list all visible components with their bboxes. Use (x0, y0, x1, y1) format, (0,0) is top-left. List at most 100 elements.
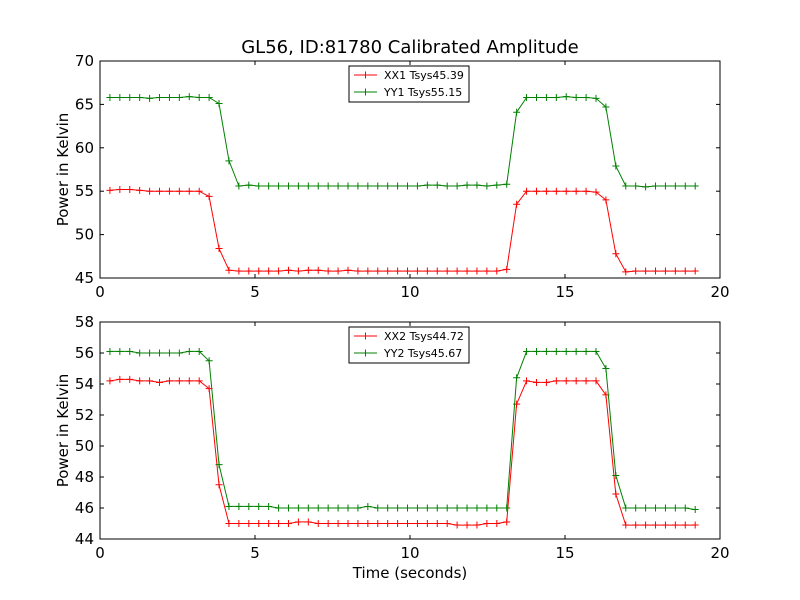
data-point (473, 504, 481, 512)
data-point (691, 267, 699, 275)
data-point (671, 267, 679, 275)
series-line (109, 350, 696, 511)
data-point (235, 502, 243, 510)
data-point (364, 502, 372, 510)
legend: XX2 Tsys44.72 YY2 Tsys45.67 (348, 326, 470, 364)
y-tick-label: 58 (75, 313, 94, 331)
data-point (284, 504, 292, 512)
x-tick-label: 10 (400, 544, 419, 562)
data-point (661, 521, 669, 529)
data-point (592, 94, 600, 102)
data-point (146, 187, 154, 195)
x-axis-label: Time (seconds) (352, 564, 468, 582)
data-point (463, 521, 471, 529)
data-point (265, 502, 273, 510)
data-point (294, 518, 302, 526)
data-point (165, 349, 173, 357)
data-point (612, 471, 620, 479)
data-point (503, 180, 511, 188)
data-point (443, 267, 451, 275)
data-point (532, 347, 540, 355)
data-point (284, 182, 292, 190)
data-point (473, 267, 481, 275)
y-tick-label: 65 (75, 95, 94, 113)
data-point (195, 347, 203, 355)
data-point (156, 93, 164, 101)
data-point (523, 377, 531, 385)
data-point (245, 267, 253, 275)
data-point (404, 520, 412, 527)
data-point (156, 378, 164, 386)
data-point (582, 347, 590, 355)
data-point (394, 182, 402, 190)
data-point (116, 347, 124, 355)
data-point (612, 250, 620, 258)
data-point (235, 267, 243, 275)
data-point (661, 182, 669, 190)
axes-frame (99, 60, 721, 279)
data-point (304, 266, 312, 274)
data-point (463, 181, 471, 189)
data-point (304, 518, 312, 526)
data-point (532, 93, 540, 101)
legend-label: XX2 Tsys44.72 (384, 330, 464, 343)
data-point (652, 267, 660, 275)
data-point (572, 377, 580, 385)
data-point (106, 377, 114, 385)
data-point (384, 504, 392, 512)
data-point (255, 502, 263, 510)
data-point (542, 378, 550, 386)
legend-item: XX2 Tsys44.72 (354, 330, 464, 343)
legend: XX1 Tsys45.39 YY1 Tsys55.15 (348, 65, 470, 103)
data-point (572, 347, 580, 355)
legend-box (348, 326, 470, 364)
legend-label: XX1 Tsys45.39 (384, 69, 464, 82)
data-point (394, 504, 402, 512)
data-point (652, 182, 660, 190)
data-point (304, 182, 312, 190)
data-point (364, 267, 372, 275)
data-point (523, 347, 531, 355)
series-2 (106, 347, 699, 514)
data-point (215, 100, 223, 108)
y-tick-label: 50 (75, 437, 94, 455)
data-point (126, 185, 134, 193)
data-point (284, 266, 292, 274)
data-point (632, 521, 640, 529)
data-point (344, 182, 352, 190)
data-point (324, 504, 332, 512)
legend-item: YY2 Tsys45.67 (354, 347, 462, 360)
data-point (314, 266, 322, 274)
data-point (562, 187, 570, 195)
data-point (156, 349, 164, 357)
y-tick-label: 48 (75, 468, 94, 486)
data-point (453, 182, 461, 190)
data-point (215, 481, 223, 489)
data-point (443, 520, 451, 527)
data-point (433, 520, 441, 527)
data-point (374, 267, 382, 275)
x-tick-label: 20 (710, 283, 729, 301)
data-point (314, 182, 322, 190)
series-line (109, 378, 696, 526)
data-point (106, 93, 114, 101)
data-point (612, 162, 620, 170)
data-point (681, 504, 689, 512)
data-point (542, 93, 550, 101)
data-point (165, 187, 173, 195)
data-point (562, 347, 570, 355)
data-point (453, 267, 461, 275)
data-point (423, 520, 431, 527)
data-point (275, 520, 283, 527)
data-point (225, 520, 233, 527)
data-point (592, 347, 600, 355)
data-point (523, 93, 531, 101)
data-point (245, 181, 253, 189)
legend-item: XX1 Tsys45.39 (354, 69, 464, 82)
data-point (532, 187, 540, 195)
data-point (205, 192, 213, 200)
data-point (532, 378, 540, 386)
data-point (433, 504, 441, 512)
data-point (185, 377, 193, 385)
legend-marker (362, 71, 369, 79)
